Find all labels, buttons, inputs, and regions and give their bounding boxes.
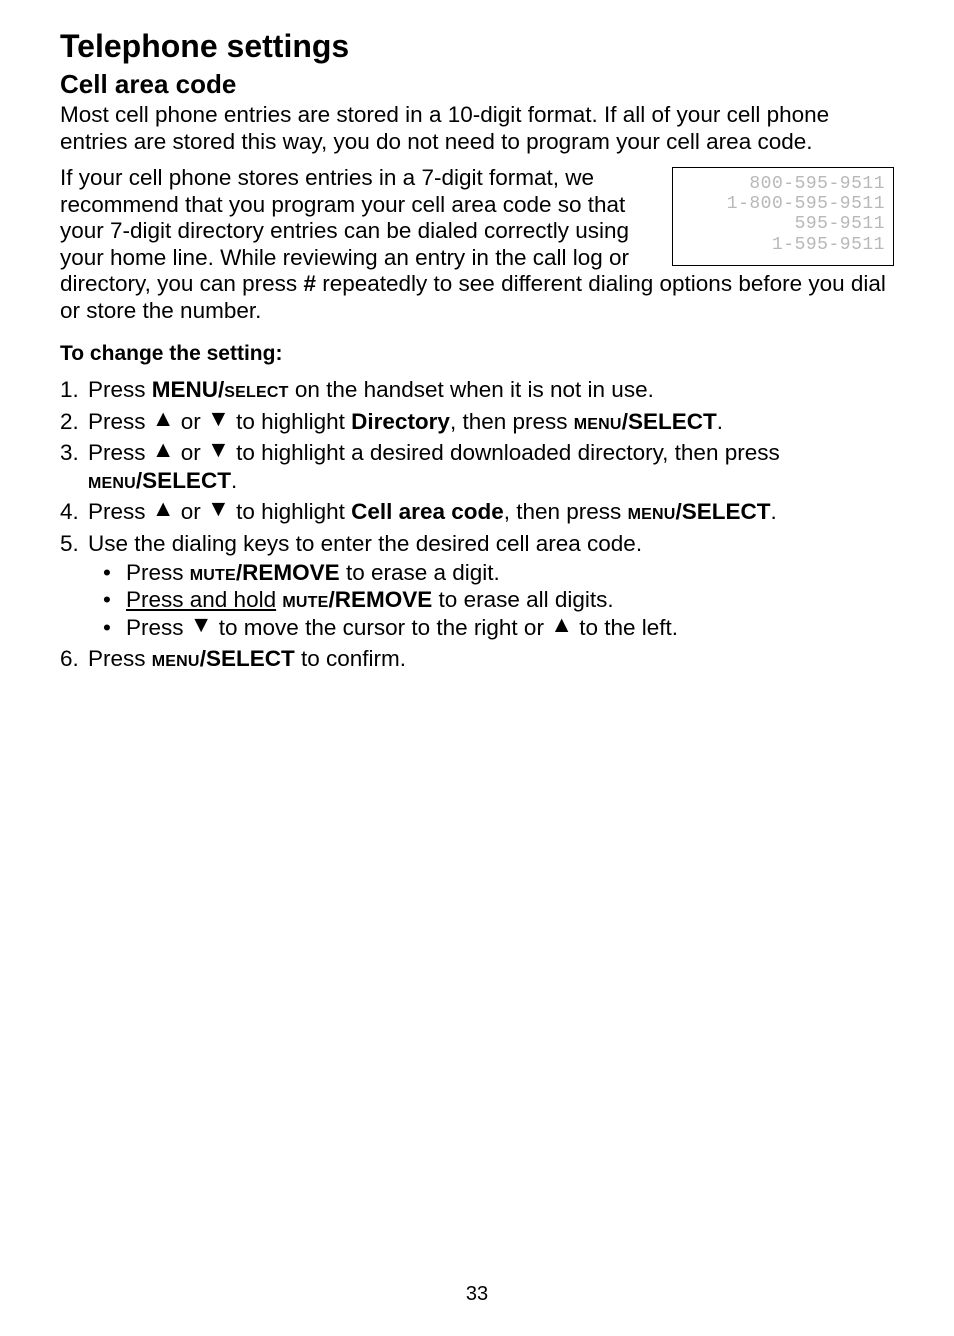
text: or bbox=[175, 440, 208, 465]
step-content: Press ▲ or ▼ to highlight a desired down… bbox=[88, 439, 894, 494]
lcd-line: 595-9511 bbox=[681, 214, 885, 234]
text: Press bbox=[88, 409, 152, 434]
flow-row: 800-595-9511 1-800-595-9511 595-9511 1-5… bbox=[60, 165, 894, 334]
text: on the handset when it is not in use. bbox=[289, 377, 654, 402]
lcd-display: 800-595-9511 1-800-595-9511 595-9511 1-5… bbox=[672, 167, 894, 266]
sub-bullets: • Press mute/REMOVE to erase a digit. • … bbox=[88, 559, 894, 641]
step-content: Use the dialing keys to enter the desire… bbox=[88, 530, 894, 642]
bullet-icon: • bbox=[88, 586, 126, 613]
step-number: 1. bbox=[60, 376, 88, 403]
step-1: 1. Press MENU/select on the handset when… bbox=[60, 376, 894, 403]
step-4: 4. Press ▲ or ▼ to highlight Cell area c… bbox=[60, 498, 894, 525]
text: to move the cursor to the right or bbox=[213, 615, 551, 640]
text: . bbox=[717, 409, 723, 434]
intro-paragraph: Most cell phone entries are stored in a … bbox=[60, 102, 894, 155]
step-number: 4. bbox=[60, 498, 88, 525]
menu-label: menu bbox=[574, 409, 622, 434]
step-content: Press ▲ or ▼ to highlight Cell area code… bbox=[88, 498, 894, 525]
text: to the left. bbox=[573, 615, 678, 640]
text: to highlight bbox=[230, 409, 351, 434]
lcd-line: 800-595-9511 bbox=[681, 174, 885, 194]
text: to highlight a desired downloaded direct… bbox=[230, 440, 780, 465]
text: to highlight bbox=[230, 499, 351, 524]
bullet-icon: • bbox=[88, 559, 126, 586]
text: . bbox=[231, 468, 237, 493]
select-label: select bbox=[224, 377, 288, 402]
section-subtitle: Cell area code bbox=[60, 69, 894, 100]
select-label: /SELECT bbox=[675, 499, 770, 524]
step-number: 2. bbox=[60, 408, 88, 435]
list-item: • Press mute/REMOVE to erase a digit. bbox=[88, 559, 894, 586]
text: or bbox=[175, 409, 208, 434]
page-number: 33 bbox=[0, 1283, 954, 1306]
text: . bbox=[771, 499, 777, 524]
text: or bbox=[175, 499, 208, 524]
hash-key: # bbox=[303, 271, 316, 296]
list-item: • Press and hold mute/REMOVE to erase al… bbox=[88, 586, 894, 613]
bullet-content: Press mute/REMOVE to erase a digit. bbox=[126, 559, 894, 586]
bullet-content: Press ▼ to move the cursor to the right … bbox=[126, 614, 894, 641]
text: to confirm. bbox=[295, 646, 406, 671]
step-content: Press MENU/select on the handset when it… bbox=[88, 376, 894, 403]
bullet-content: Press and hold mute/REMOVE to erase all … bbox=[126, 586, 894, 613]
cell-area-code-label: Cell area code bbox=[351, 499, 504, 524]
list-item: • Press ▼ to move the cursor to the righ… bbox=[88, 614, 894, 641]
directory-label: Directory bbox=[351, 409, 450, 434]
menu-label: menu bbox=[628, 499, 676, 524]
menu-label: menu bbox=[152, 646, 200, 671]
remove-label: /REMOVE bbox=[236, 560, 340, 585]
text: , then press bbox=[450, 409, 574, 434]
lcd-line: 1-595-9511 bbox=[681, 235, 885, 255]
text: to erase all digits. bbox=[432, 587, 613, 612]
step-6: 6. Press menu/SELECT to confirm. bbox=[60, 645, 894, 672]
change-setting-heading: To change the setting: bbox=[60, 342, 894, 366]
select-label: /SELECT bbox=[200, 646, 295, 671]
bullet-icon: • bbox=[88, 614, 126, 641]
mute-label: mute bbox=[282, 587, 328, 612]
step-2: 2. Press ▲ or ▼ to highlight Directory, … bbox=[60, 408, 894, 435]
menu-label: menu bbox=[88, 468, 136, 493]
select-label: /SELECT bbox=[136, 468, 231, 493]
text: Press bbox=[88, 646, 152, 671]
text: Use the dialing keys to enter the desire… bbox=[88, 531, 642, 556]
text: Press bbox=[88, 440, 152, 465]
text: , then press bbox=[504, 499, 628, 524]
press-hold-text: Press and hold bbox=[126, 587, 276, 612]
select-label: /SELECT bbox=[622, 409, 717, 434]
step-number: 6. bbox=[60, 645, 88, 672]
step-content: Press menu/SELECT to confirm. bbox=[88, 645, 894, 672]
text: Press bbox=[126, 615, 190, 640]
text: Press bbox=[88, 499, 152, 524]
text: to erase a digit. bbox=[340, 560, 500, 585]
step-number: 5. bbox=[60, 530, 88, 642]
mute-label: mute bbox=[190, 560, 236, 585]
text: Press bbox=[88, 377, 152, 402]
menu-label: MENU/ bbox=[152, 377, 225, 402]
page-title: Telephone settings bbox=[60, 28, 894, 65]
steps-list: 1. Press MENU/select on the handset when… bbox=[60, 376, 894, 672]
step-number: 3. bbox=[60, 439, 88, 494]
remove-label: /REMOVE bbox=[329, 587, 433, 612]
text: Press bbox=[126, 560, 190, 585]
lcd-line: 1-800-595-9511 bbox=[681, 194, 885, 214]
step-3: 3. Press ▲ or ▼ to highlight a desired d… bbox=[60, 439, 894, 494]
step-5: 5. Use the dialing keys to enter the des… bbox=[60, 530, 894, 642]
step-content: Press ▲ or ▼ to highlight Directory, the… bbox=[88, 408, 894, 435]
